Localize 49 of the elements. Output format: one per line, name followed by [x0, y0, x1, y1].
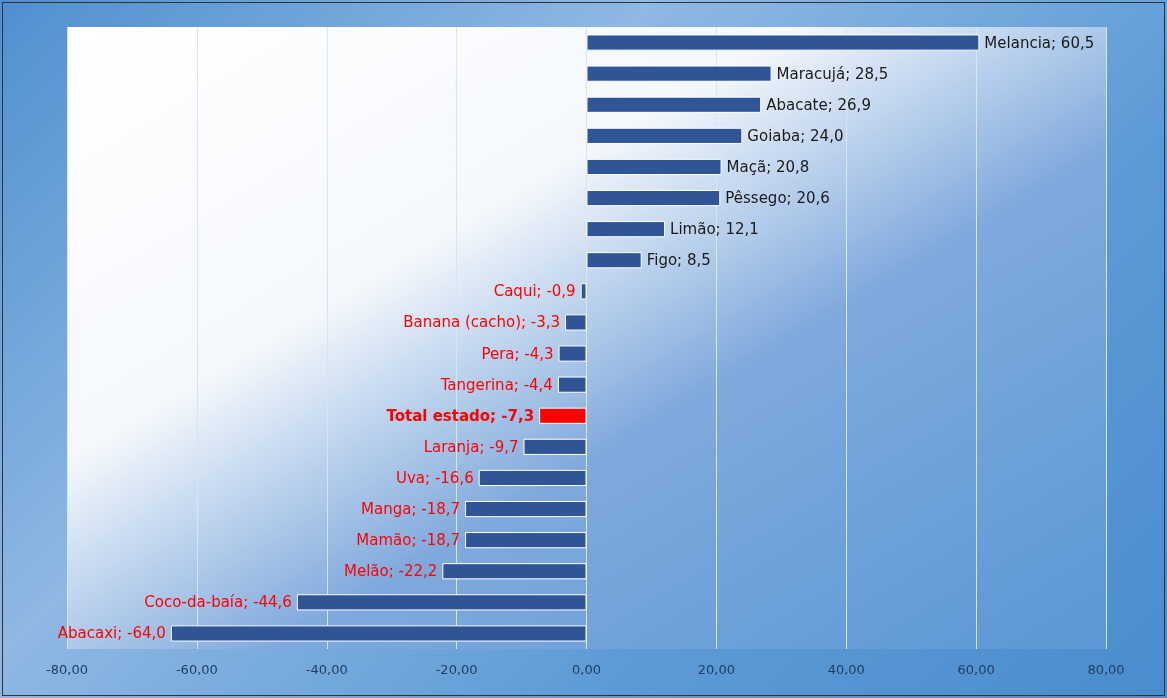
bar [586, 189, 721, 207]
bar [465, 532, 587, 549]
data-label: Abacaxi; -64,0 [57, 624, 166, 643]
x-tick-label: -60,00 [175, 662, 218, 677]
bar [442, 563, 587, 580]
x-tick-label: -40,00 [305, 662, 348, 677]
data-label: Melão; -22,2 [343, 562, 438, 581]
bar [586, 158, 722, 176]
bar [586, 127, 743, 144]
data-label: Banana (cacho); -3,3 [403, 313, 561, 332]
data-label: Total estado; -7,3 [386, 406, 535, 425]
bar [580, 283, 587, 300]
data-label: Limão; 12,1 [670, 220, 759, 239]
x-tick-label: 20,00 [697, 662, 735, 677]
data-label: Coco-da-baía; -44,6 [144, 593, 292, 612]
x-tick-label: 40,00 [827, 662, 865, 677]
bar [465, 500, 587, 518]
x-tick-label: 60,00 [957, 662, 995, 677]
data-label: Maçã; 20,8 [726, 157, 810, 176]
data-label: Melancia; 60,5 [984, 33, 1095, 52]
bar [565, 314, 587, 331]
data-label: Caqui; -0,9 [493, 282, 576, 301]
x-tick-label: 80,00 [1087, 662, 1125, 677]
data-label: Maracujá; 28,5 [776, 64, 889, 83]
bar [478, 469, 587, 487]
bar [586, 96, 762, 113]
bar [558, 345, 587, 362]
bar [586, 34, 980, 51]
bar [296, 594, 587, 611]
data-label: Pêssego; 20,6 [725, 189, 830, 208]
bar [586, 252, 642, 269]
data-label: Pera; -4,3 [481, 344, 554, 363]
x-tick-label: 0,00 [572, 662, 601, 677]
bar [557, 376, 587, 393]
data-label: Figo; 8,5 [646, 251, 711, 270]
data-label: Laranja; -9,7 [423, 437, 519, 456]
x-tick-label: -20,00 [435, 662, 478, 677]
bar [523, 438, 587, 455]
data-label: Mamão; -18,7 [356, 531, 461, 550]
bar [539, 407, 587, 424]
data-label: Abacate; 26,9 [766, 95, 871, 114]
bar [586, 221, 666, 238]
bar [170, 625, 587, 642]
data-label: Goiaba; 24,0 [747, 126, 844, 145]
data-label: Manga; -18,7 [361, 500, 461, 519]
data-label: Uva; -16,6 [396, 468, 474, 487]
x-tick-label: -80,00 [46, 662, 88, 677]
data-label: Tangerina; -4,4 [439, 375, 553, 394]
bar [586, 65, 772, 82]
